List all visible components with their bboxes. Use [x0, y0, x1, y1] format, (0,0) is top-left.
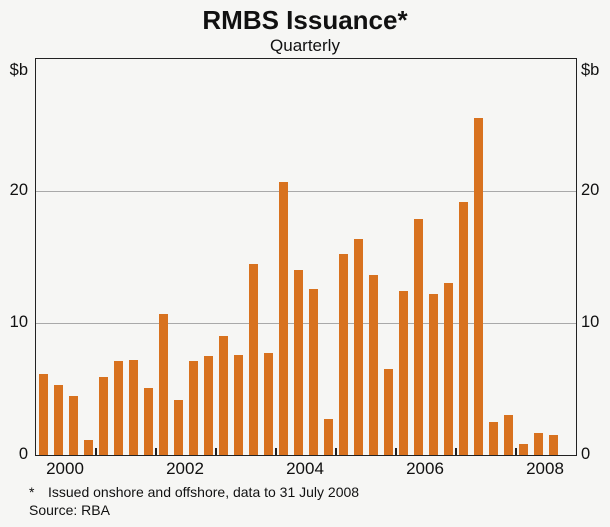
bar-2004Q4: [324, 419, 333, 455]
y-axis-label-left-0: 0: [18, 445, 28, 463]
y-axis-label-left-10: 10: [9, 313, 28, 331]
chart-title: RMBS Issuance*: [202, 5, 408, 35]
x-axis-label-2008: 2008: [526, 459, 564, 478]
bar-2000Q1: [39, 374, 48, 455]
x-axis-year-tick: [155, 448, 157, 455]
y-axis-label-right-0: 0: [581, 445, 591, 463]
x-axis-label-2004: 2004: [286, 459, 324, 478]
bar-2007Q4: [504, 415, 513, 455]
x-axis-label-2002: 2002: [166, 459, 204, 478]
bar-2001Q2: [114, 361, 123, 455]
bar-2006Q2: [414, 218, 423, 455]
footnote-text: Issued onshore and offshore, data to 31 …: [48, 484, 360, 500]
bar-2002Q1: [159, 313, 168, 455]
bar-2006Q4: [444, 283, 453, 455]
bar-2004Q3: [309, 288, 318, 455]
x-axis-label-2000: 2000: [46, 459, 84, 478]
y-axis-unit-right: $b: [581, 61, 600, 79]
x-axis-year-tick: [215, 448, 217, 455]
bar-2005Q2: [354, 238, 363, 455]
gridline-10: [36, 322, 576, 324]
x-axis-year-tick: [395, 448, 397, 455]
bar-2003Q2: [234, 354, 243, 455]
bar-2007Q2: [474, 118, 483, 455]
bar-2004Q1: [279, 181, 288, 455]
bar-2008Q1: [519, 444, 528, 455]
bar-2003Q3: [249, 263, 258, 455]
footnote-marker: *: [29, 484, 35, 500]
bar-2001Q4: [144, 387, 153, 455]
bar-2008Q2: [534, 432, 543, 455]
bar-2006Q1: [399, 291, 408, 455]
x-axis-label-2006: 2006: [406, 459, 444, 478]
bar-2005Q1: [339, 254, 348, 455]
bar-2000Q3: [69, 395, 78, 455]
bar-2007Q1: [459, 201, 468, 455]
bar-2001Q1: [99, 377, 108, 455]
x-axis-year-tick: [95, 448, 97, 455]
bar-2003Q1: [219, 336, 228, 455]
bar-2005Q3: [369, 275, 378, 455]
y-axis-unit-left: $b: [9, 61, 28, 79]
bar-2005Q4: [384, 369, 393, 455]
footnotes: * Issued onshore and offshore, data to 3…: [29, 483, 589, 519]
x-axis-year-tick: [455, 448, 457, 455]
gridline-20: [36, 190, 576, 192]
bar-2000Q4: [84, 440, 93, 455]
plot-area: [35, 58, 577, 456]
x-axis-year-tick: [335, 448, 337, 455]
bar-2008Q3: [549, 435, 558, 455]
y-axis-label-left-20: 20: [9, 181, 28, 199]
bar-2004Q2: [294, 270, 303, 455]
y-axis-label-right-10: 10: [581, 313, 600, 331]
bar-2007Q3: [489, 422, 498, 455]
chart-subtitle: Quarterly: [270, 36, 340, 55]
bar-2002Q4: [204, 356, 213, 455]
source-line: Source: RBA: [29, 502, 110, 518]
x-axis-year-tick: [275, 448, 277, 455]
bar-2006Q3: [429, 293, 438, 455]
y-axis-label-right-20: 20: [581, 181, 600, 199]
bar-2002Q2: [174, 399, 183, 455]
bar-2001Q3: [129, 359, 138, 455]
x-axis-year-tick: [515, 448, 517, 455]
footnote-line: * Issued onshore and offshore, data to 3…: [29, 483, 589, 501]
bar-2002Q3: [189, 361, 198, 455]
bar-2003Q4: [264, 353, 273, 455]
bar-2000Q2: [54, 385, 63, 455]
